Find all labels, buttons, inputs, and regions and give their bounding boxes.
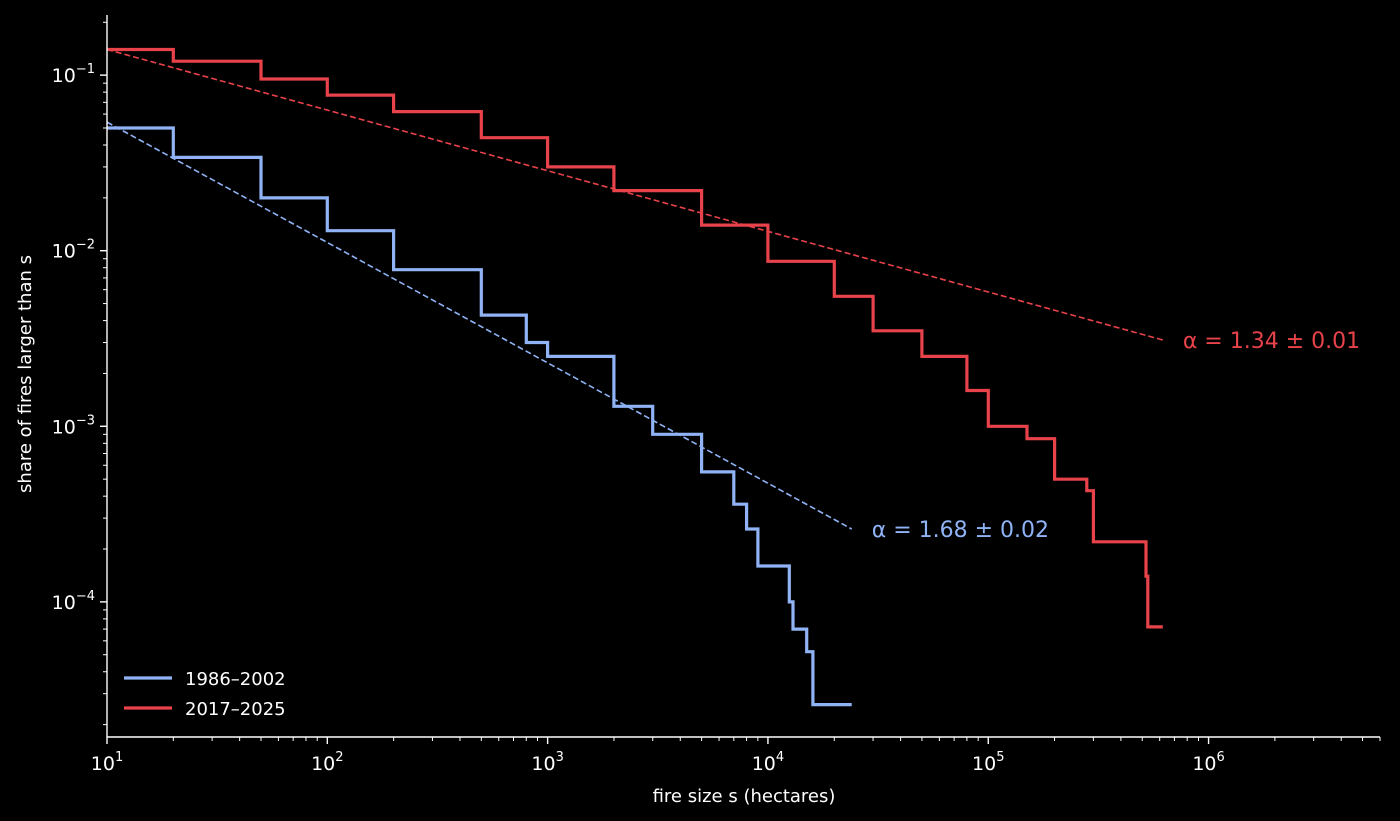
x-tick-label: 104	[752, 750, 784, 775]
series-2-fit-label: α = 1.34 ± 0.01	[1183, 329, 1360, 354]
legend-label-2: 2017–2025	[185, 699, 286, 720]
x-axis-label: fire size s (hectares)	[653, 786, 836, 807]
x-tick-label: 105	[972, 750, 1004, 775]
series-2-line	[107, 47, 1163, 629]
series-1-fit-label: α = 1.68 ± 0.02	[872, 518, 1049, 543]
legend: 1986–2002 2017–2025	[124, 669, 286, 720]
y-tick-label: 10−3	[52, 413, 95, 438]
x-tick-label: 103	[531, 750, 563, 775]
x-tick-label: 102	[311, 750, 343, 775]
y-axis-label: share of fires larger than s	[15, 255, 36, 493]
series-1-fit-line	[106, 121, 853, 530]
y-tick-label: 10−2	[52, 238, 95, 263]
y-tick-label: 10−4	[52, 589, 95, 614]
legend-label-1: 1986–2002	[185, 669, 286, 690]
x-tick-label: 106	[1192, 750, 1224, 775]
y-tick-label: 10−1	[52, 62, 95, 87]
x-tick-label: 101	[91, 750, 123, 775]
series-1-line	[107, 126, 852, 707]
series-2-fit-line	[106, 48, 1164, 341]
